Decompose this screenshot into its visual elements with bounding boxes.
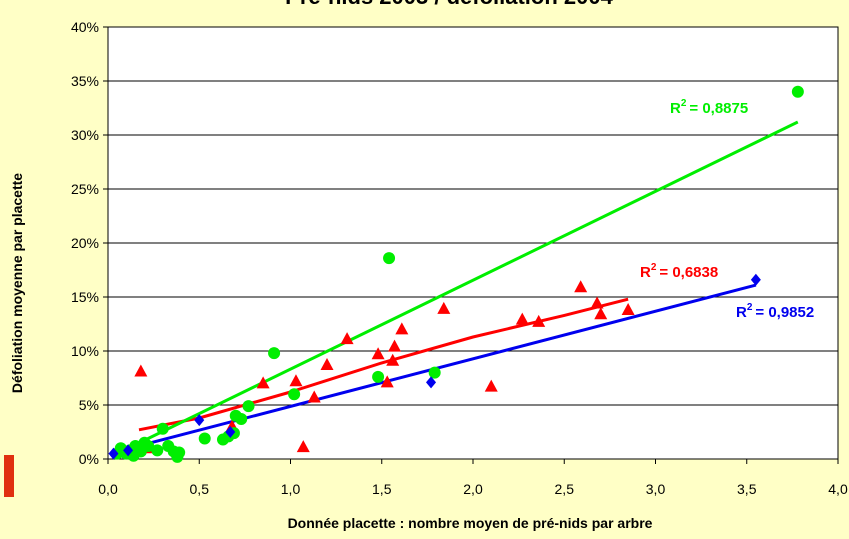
data-point-diamond xyxy=(108,447,119,460)
data-point-circle xyxy=(268,347,281,360)
data-point-circle xyxy=(156,422,169,435)
axes: 0% 5% 10% 15% 20% 25% 30% 35% 40% 0,0 0,5 1,0 1,5 2,0… xyxy=(71,19,848,497)
chart-title: Pré-nids 2003 / défoliation 2004 xyxy=(285,0,613,9)
data-points xyxy=(108,85,804,463)
r2-labels: R2 = 0,6838 R2 = 0,8875 R2 = 0,9852 xyxy=(640,98,814,321)
x-tick-label: 1,0 xyxy=(281,481,301,497)
data-point-triangle xyxy=(574,280,588,293)
x-tick-label: 0,5 xyxy=(190,481,210,497)
x-tick-label: 3,0 xyxy=(646,481,666,497)
data-point-circle xyxy=(383,252,396,265)
data-point-circle xyxy=(791,85,804,98)
data-point-circle xyxy=(142,440,155,453)
data-point-circle xyxy=(235,413,248,426)
left-edge-marker xyxy=(4,455,14,497)
data-point-diamond xyxy=(123,444,134,457)
y-tick-label: 40% xyxy=(71,19,99,35)
r2-label-series-3: R2 = 0,9852 xyxy=(736,302,814,321)
data-point-triangle xyxy=(296,440,310,453)
data-point-triangle xyxy=(289,374,303,387)
data-point-diamond xyxy=(750,273,761,286)
data-point-triangle xyxy=(515,312,529,325)
y-tick-label: 20% xyxy=(71,235,99,251)
data-point-circle xyxy=(242,400,255,413)
data-point-circle xyxy=(151,444,164,457)
x-tick-label: 1,5 xyxy=(372,481,392,497)
data-point-triangle xyxy=(380,375,394,388)
data-point-triangle xyxy=(532,314,546,327)
data-point-circle xyxy=(198,432,211,445)
y-tick-label: 0% xyxy=(79,451,99,467)
data-point-triangle xyxy=(320,358,334,371)
data-point-diamond xyxy=(225,426,236,438)
data-point-triangle xyxy=(484,379,498,392)
x-axis-title: Donnée placette : nombre moyen de pré-ni… xyxy=(288,515,653,531)
r2-label-series-1: R2 = 0,6838 xyxy=(640,262,718,281)
data-point-triangle xyxy=(340,332,354,345)
data-point-triangle xyxy=(590,296,604,309)
y-axis-title: Défoliation moyenne par placette xyxy=(9,173,25,393)
r2-label-series-2: R2 = 0,8875 xyxy=(670,98,748,117)
data-point-circle xyxy=(288,388,301,401)
trendline-series-2 xyxy=(116,120,799,455)
x-tick-label: 0,0 xyxy=(98,481,118,497)
y-tick-label: 5% xyxy=(79,397,99,413)
data-point-diamond xyxy=(194,414,205,427)
y-tick-label: 10% xyxy=(71,343,99,359)
data-point-triangle xyxy=(386,353,400,366)
x-tick-label: 3,5 xyxy=(737,481,757,497)
x-tick-label: 4,0 xyxy=(828,481,848,497)
data-point-triangle xyxy=(621,302,635,315)
y-tick-label: 35% xyxy=(71,73,99,89)
data-point-circle xyxy=(428,366,441,379)
x-tick-label: 2,5 xyxy=(555,481,575,497)
data-point-triangle xyxy=(134,364,148,377)
x-tick-label: 2,0 xyxy=(463,481,483,497)
data-point-circle xyxy=(173,446,186,459)
data-point-triangle xyxy=(256,376,270,389)
data-point-circle xyxy=(372,370,385,383)
data-point-triangle xyxy=(307,390,321,403)
data-point-triangle xyxy=(371,347,385,360)
data-point-triangle xyxy=(594,307,608,320)
data-point-triangle xyxy=(388,339,402,352)
y-tick-label: 15% xyxy=(71,289,99,305)
data-point-triangle xyxy=(437,301,451,314)
data-point-diamond xyxy=(426,376,437,389)
y-tick-label: 30% xyxy=(71,127,99,143)
y-tick-label: 25% xyxy=(71,181,99,197)
gridlines xyxy=(108,26,838,406)
data-point-triangle xyxy=(395,322,409,335)
